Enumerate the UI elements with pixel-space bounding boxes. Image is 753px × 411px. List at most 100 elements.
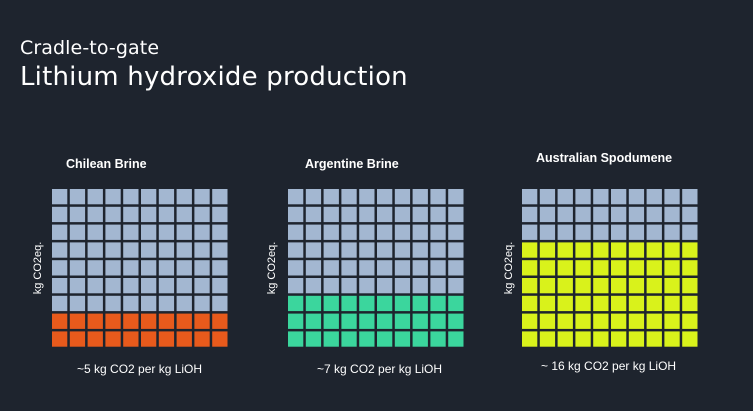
waffle-cell-filled <box>430 313 446 329</box>
waffle-cell-empty <box>664 189 680 205</box>
waffle-cell-filled <box>646 313 662 329</box>
waffle-cell-empty <box>176 260 192 276</box>
waffle-cell-empty <box>394 206 411 223</box>
waffle-cell-empty <box>359 242 375 258</box>
waffle-cell-empty <box>341 242 357 258</box>
waffle-cell-empty <box>359 206 375 223</box>
waffle-cell-filled <box>575 331 591 347</box>
waffle-cell-empty <box>341 206 357 223</box>
waffle-cell-empty <box>305 242 322 258</box>
waffle-cell-filled <box>664 313 680 329</box>
waffle-cell-empty <box>288 278 304 294</box>
caption-chilean: ~5 kg CO2 per kg LiOH <box>77 362 203 376</box>
waffle-cell-empty <box>87 295 103 312</box>
waffle-cell-empty <box>52 278 68 294</box>
waffle-cell-empty <box>522 224 538 240</box>
waffle-cell-empty <box>123 224 139 240</box>
waffle-cell-empty <box>52 260 68 276</box>
waffle-cell-empty <box>158 189 175 205</box>
waffle-cell-empty <box>646 189 662 205</box>
waffle-cell-empty <box>87 278 103 294</box>
waffle-cell-empty <box>377 260 393 276</box>
waffle-cell-empty <box>212 224 228 240</box>
waffle-cell-filled <box>412 331 428 347</box>
waffle-cell-empty <box>646 224 662 240</box>
waffle-cell-empty <box>69 224 86 240</box>
waffle-cell-filled <box>611 278 627 294</box>
waffle-cell-empty <box>158 260 175 276</box>
waffle-cell-filled <box>664 278 680 294</box>
waffle-cell-empty <box>305 189 322 205</box>
waffle-cell-filled <box>305 295 322 312</box>
waffle-cell-empty <box>448 206 464 223</box>
waffle-grid-chilean <box>52 189 228 347</box>
waffle-cell-filled <box>522 313 538 329</box>
waffle-cell-filled <box>539 331 556 347</box>
waffle-cell-filled <box>105 331 121 347</box>
waffle-cell-empty <box>123 260 139 276</box>
waffle-cell-filled <box>575 295 591 312</box>
waffle-cell-empty <box>69 242 86 258</box>
waffle-cell-filled <box>628 260 645 276</box>
waffle-cell-filled <box>593 278 609 294</box>
waffle-cell-empty <box>412 224 428 240</box>
waffle-cell-filled <box>539 242 556 258</box>
waffle-cell-empty <box>288 206 304 223</box>
waffle-cell-filled <box>377 313 393 329</box>
waffle-cell-filled <box>323 295 339 312</box>
waffle-cell-empty <box>105 278 121 294</box>
waffle-cell-empty <box>212 278 228 294</box>
waffle-cell-empty <box>176 278 192 294</box>
waffle-cell-empty <box>194 278 210 294</box>
waffle-cell-empty <box>212 295 228 312</box>
waffle-cell-empty <box>105 189 121 205</box>
waffle-cell-empty <box>158 295 175 312</box>
waffle-cell-empty <box>575 206 591 223</box>
waffle-cell-filled <box>158 313 175 329</box>
waffle-cell-filled <box>341 331 357 347</box>
waffle-cell-empty <box>575 189 591 205</box>
waffle-cell-filled <box>69 331 86 347</box>
y-axis-label-australian: kg CO2eq. <box>503 241 515 295</box>
waffle-cell-empty <box>430 189 446 205</box>
waffle-cell-empty <box>323 242 339 258</box>
waffle-cell-empty <box>682 206 698 223</box>
waffle-cell-filled <box>575 313 591 329</box>
waffle-cell-filled <box>448 295 464 312</box>
waffle-cell-filled <box>664 242 680 258</box>
waffle-cell-filled <box>557 278 573 294</box>
waffle-cell-filled <box>646 295 662 312</box>
waffle-cell-filled <box>123 313 139 329</box>
waffle-cell-empty <box>646 206 662 223</box>
waffle-cell-empty <box>323 224 339 240</box>
waffle-cell-empty <box>394 278 411 294</box>
waffle-cell-empty <box>448 260 464 276</box>
waffle-cell-empty <box>288 189 304 205</box>
waffle-cell-filled <box>288 331 304 347</box>
waffle-cell-filled <box>682 331 698 347</box>
waffle-cell-empty <box>288 260 304 276</box>
waffle-cell-empty <box>141 224 157 240</box>
waffle-cell-filled <box>593 295 609 312</box>
waffle-cell-empty <box>628 206 645 223</box>
waffle-cell-empty <box>194 242 210 258</box>
waffle-cell-filled <box>611 295 627 312</box>
waffle-cell-empty <box>557 206 573 223</box>
waffle-cell-empty <box>123 189 139 205</box>
waffle-cell-empty <box>341 260 357 276</box>
waffle-cell-filled <box>611 242 627 258</box>
waffle-cell-empty <box>69 260 86 276</box>
waffle-cell-filled <box>377 331 393 347</box>
waffle-cell-empty <box>448 224 464 240</box>
waffle-cell-filled <box>664 260 680 276</box>
waffle-cell-filled <box>448 331 464 347</box>
waffle-cell-empty <box>448 189 464 205</box>
waffle-cell-empty <box>194 260 210 276</box>
waffle-cell-empty <box>377 206 393 223</box>
waffle-cell-empty <box>288 242 304 258</box>
waffle-cell-empty <box>87 260 103 276</box>
waffle-cell-filled <box>522 331 538 347</box>
waffle-cell-filled <box>539 278 556 294</box>
waffle-cell-empty <box>412 260 428 276</box>
waffle-cell-empty <box>341 189 357 205</box>
